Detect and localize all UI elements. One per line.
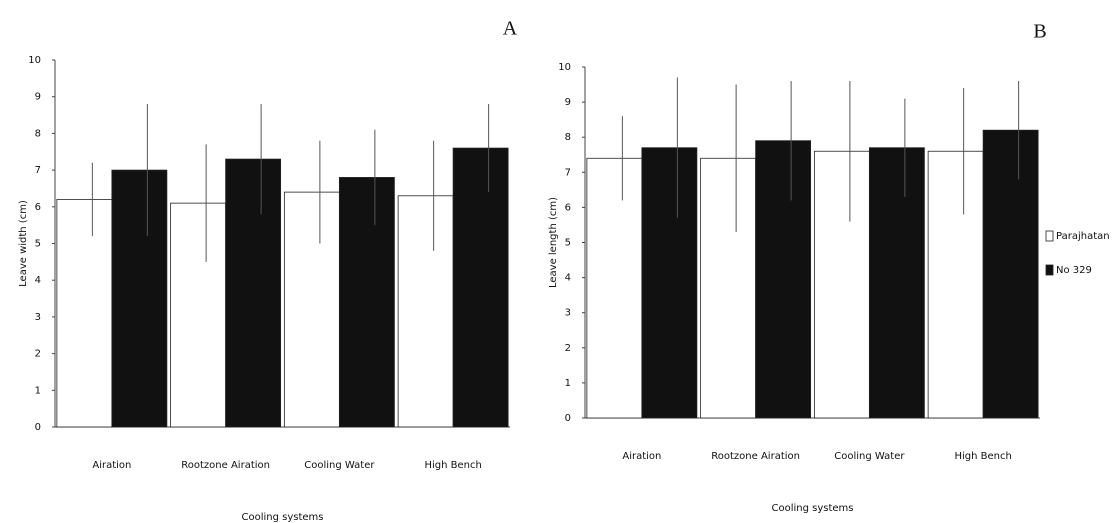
bar (869, 148, 924, 418)
x-tick-label: Airation (622, 451, 661, 462)
y-tick-label: 1 (565, 378, 571, 389)
x-axis-label: Cooling systems (771, 503, 853, 514)
panel-label: A (503, 18, 518, 40)
bar (57, 199, 112, 427)
legend-swatch (1046, 231, 1053, 241)
bar (642, 148, 697, 418)
bar (398, 196, 453, 427)
y-tick-label: 9 (35, 92, 41, 103)
y-tick-label: 3 (35, 312, 41, 323)
y-axis-label: Leave length (cm) (548, 197, 559, 288)
y-tick-label: 2 (565, 343, 571, 354)
y-tick-label: 10 (28, 55, 41, 66)
bar (756, 141, 811, 418)
bar (701, 158, 756, 418)
y-tick-label: 10 (558, 62, 571, 73)
y-tick-label: 1 (35, 385, 41, 396)
legend-swatch (1046, 265, 1053, 275)
x-axis-label: Cooling systems (241, 512, 323, 523)
bar (983, 130, 1038, 418)
legend-label: Parajhatan 80 (1056, 231, 1113, 242)
x-tick-label: Cooling Water (304, 460, 375, 471)
y-tick-label: 0 (35, 422, 41, 433)
bar (814, 151, 869, 418)
y-tick-label: 4 (565, 273, 571, 284)
bar (226, 159, 281, 427)
y-tick-label: 4 (35, 275, 41, 286)
y-tick-label: 6 (565, 202, 571, 213)
y-tick-label: 7 (35, 165, 41, 176)
bar (339, 177, 394, 427)
y-tick-label: 3 (565, 308, 571, 319)
x-tick-label: High Bench (424, 460, 481, 471)
y-tick-label: 2 (35, 349, 41, 360)
figure: 012345678910ALeave width (cm)Cooling sys… (0, 0, 1113, 523)
x-tick-label: Rootzone Airation (711, 451, 800, 462)
y-tick-label: 8 (35, 128, 41, 139)
legend-label: No 329 (1056, 265, 1092, 276)
y-axis-label: Leave width (cm) (18, 200, 29, 287)
y-tick-label: 5 (35, 239, 41, 250)
bar (928, 151, 983, 418)
bar (284, 192, 339, 427)
x-tick-label: Rootzone Airation (181, 460, 270, 471)
y-tick-label: 5 (565, 238, 571, 249)
y-tick-label: 7 (565, 167, 571, 178)
y-tick-label: 8 (565, 132, 571, 143)
x-tick-label: High Bench (954, 451, 1011, 462)
panel-label: B (1033, 21, 1046, 43)
y-tick-label: 9 (565, 97, 571, 108)
bar (112, 170, 167, 427)
y-tick-label: 6 (35, 202, 41, 213)
bar (587, 158, 642, 418)
bar (171, 203, 226, 427)
x-tick-label: Airation (92, 460, 131, 471)
bar (453, 148, 508, 427)
y-tick-label: 0 (565, 413, 571, 424)
x-tick-label: Cooling Water (834, 451, 905, 462)
